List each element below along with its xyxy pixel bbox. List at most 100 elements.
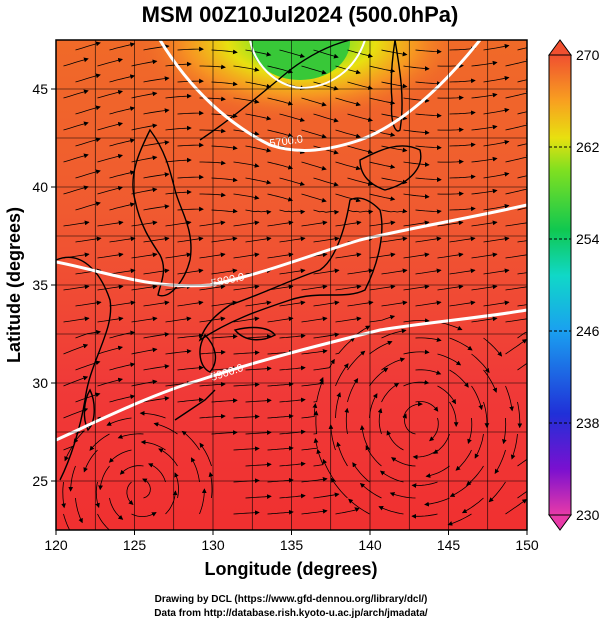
streamline [347, 177, 373, 186]
streamline [267, 161, 294, 170]
streamline [474, 433, 484, 459]
streamline [97, 153, 123, 163]
streamline [109, 138, 136, 147]
streamline [347, 378, 359, 403]
streamline [75, 201, 101, 211]
streamline [97, 513, 115, 530]
coastlines [56, 40, 422, 481]
colorbar-tick-label: 246 [576, 323, 599, 339]
streamline [415, 268, 442, 275]
streamline [177, 333, 204, 339]
streamline [97, 377, 123, 387]
coastline-sakhalin [390, 40, 403, 132]
streamline [143, 172, 170, 179]
streamline [403, 193, 430, 199]
credit-line-2: Data from http://database.rish.kyoto-u.a… [154, 608, 428, 619]
streamline [143, 140, 170, 147]
streamline [211, 268, 238, 275]
streamline [488, 481, 506, 503]
streamline [369, 97, 396, 105]
streamline [63, 121, 89, 131]
streamline [279, 177, 305, 186]
streamline [267, 413, 294, 419]
streamline [411, 481, 438, 488]
streamline [483, 337, 503, 357]
streamline [165, 93, 192, 99]
streamline [403, 349, 430, 355]
streamline [199, 488, 207, 515]
streamline [140, 439, 166, 451]
streamline [211, 398, 238, 403]
colorbar-bottom-arrow [548, 514, 572, 531]
streamline [301, 403, 318, 419]
streamline [471, 220, 498, 227]
streamline [199, 381, 226, 387]
streamline [471, 60, 498, 67]
streamline [517, 175, 527, 179]
streamline [245, 177, 272, 185]
streamline [75, 73, 101, 83]
streamline [517, 304, 527, 307]
streamline [177, 46, 204, 52]
streamline [143, 76, 170, 83]
streamline [415, 49, 442, 54]
streamline [109, 170, 136, 179]
contour-5800 [56, 203, 527, 288]
streamline [75, 497, 83, 524]
streamline [313, 410, 319, 435]
streamline [369, 161, 396, 169]
streamline [109, 300, 136, 307]
streamline [301, 193, 327, 203]
x-tick-label: 135 [280, 537, 304, 553]
streamline [233, 252, 260, 259]
streamline [471, 284, 498, 291]
coastline-kyushu [199, 333, 217, 373]
y-tick-label: 45 [32, 81, 48, 97]
streamline [415, 337, 442, 342]
streamline [131, 123, 158, 131]
x-tick-label: 130 [201, 537, 225, 553]
streamline [347, 81, 373, 90]
streamline [109, 106, 136, 115]
streamline [313, 332, 340, 339]
streamline [131, 347, 158, 355]
streamline [279, 209, 306, 215]
streamline [369, 129, 396, 137]
streamline [335, 129, 361, 139]
streamline [97, 345, 123, 355]
streamline [415, 401, 439, 412]
streamline [165, 189, 192, 195]
streamline [381, 300, 408, 307]
streamline [199, 284, 226, 291]
streamline [369, 314, 396, 323]
streamline [279, 268, 306, 275]
streamline [233, 316, 260, 323]
streamline [377, 408, 383, 435]
streamline [233, 193, 260, 200]
contour-5700-inner [249, 40, 366, 90]
streamline [429, 417, 439, 442]
x-tick-label: 150 [515, 537, 539, 553]
streamline [301, 65, 327, 75]
streamline [267, 252, 294, 259]
streamline [211, 177, 238, 183]
streamline [313, 358, 335, 371]
streamline [267, 445, 294, 451]
streamline [415, 369, 442, 375]
streamline [517, 240, 527, 243]
streamline [75, 329, 101, 339]
streamline [494, 449, 506, 474]
y-tick-label: 35 [32, 277, 48, 293]
streamline [68, 465, 76, 492]
streamline [63, 343, 89, 355]
streamline [245, 462, 272, 467]
streamline [97, 57, 123, 67]
streamline [378, 506, 404, 515]
streamline [313, 81, 339, 91]
streamline [245, 334, 272, 339]
streamline [369, 65, 396, 73]
streamline [313, 492, 340, 499]
streamline [233, 446, 260, 452]
streamline [267, 129, 294, 138]
streamline [63, 57, 89, 67]
